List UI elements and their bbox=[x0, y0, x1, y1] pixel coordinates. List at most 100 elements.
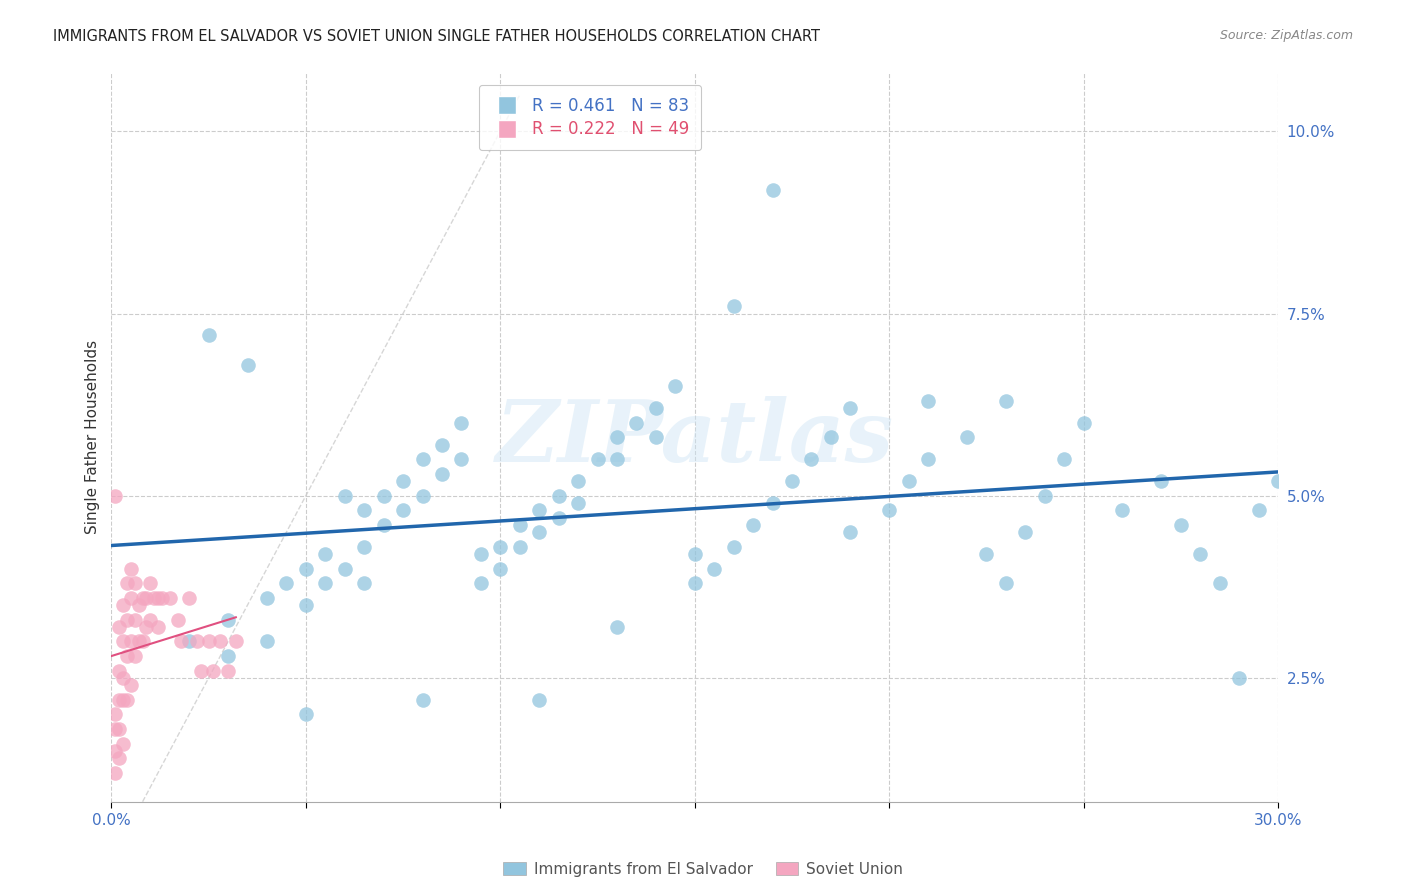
Y-axis label: Single Father Households: Single Father Households bbox=[86, 341, 100, 534]
Point bbox=[1209, 576, 1232, 591]
Point bbox=[412, 452, 434, 467]
Point bbox=[470, 547, 492, 561]
Point bbox=[104, 765, 127, 780]
Point bbox=[112, 598, 135, 612]
Point bbox=[509, 540, 531, 554]
Point bbox=[723, 299, 745, 313]
Point bbox=[1033, 489, 1056, 503]
Point bbox=[139, 576, 162, 591]
Point bbox=[1053, 452, 1076, 467]
Legend: Immigrants from El Salvador, Soviet Union: Immigrants from El Salvador, Soviet Unio… bbox=[495, 854, 911, 884]
Point bbox=[112, 737, 135, 751]
Point bbox=[644, 430, 666, 444]
Point bbox=[314, 576, 336, 591]
Point bbox=[917, 452, 939, 467]
Point bbox=[146, 620, 169, 634]
Point bbox=[664, 379, 686, 393]
Point bbox=[1267, 474, 1289, 488]
Point bbox=[353, 540, 375, 554]
Point bbox=[146, 591, 169, 605]
Point bbox=[276, 576, 298, 591]
Point bbox=[131, 634, 153, 648]
Point bbox=[800, 452, 823, 467]
Point bbox=[128, 634, 150, 648]
Point bbox=[115, 693, 138, 707]
Point bbox=[567, 496, 589, 510]
Point bbox=[108, 751, 131, 765]
Point bbox=[197, 634, 219, 648]
Point bbox=[128, 598, 150, 612]
Point bbox=[150, 591, 173, 605]
Point bbox=[839, 401, 862, 416]
Point bbox=[820, 430, 842, 444]
Point bbox=[170, 634, 193, 648]
Point bbox=[143, 591, 166, 605]
Text: Source: ZipAtlas.com: Source: ZipAtlas.com bbox=[1219, 29, 1353, 42]
Point bbox=[353, 576, 375, 591]
Point bbox=[412, 693, 434, 707]
Point bbox=[225, 634, 247, 648]
Point bbox=[209, 634, 232, 648]
Point bbox=[527, 525, 550, 540]
Point bbox=[135, 620, 157, 634]
Point bbox=[509, 517, 531, 532]
Point bbox=[120, 591, 142, 605]
Point bbox=[256, 591, 278, 605]
Point bbox=[606, 620, 628, 634]
Point bbox=[489, 540, 512, 554]
Point bbox=[353, 503, 375, 517]
Point bbox=[450, 452, 472, 467]
Point bbox=[1014, 525, 1036, 540]
Point bbox=[333, 561, 356, 575]
Point bbox=[1189, 547, 1212, 561]
Point bbox=[994, 576, 1017, 591]
Point bbox=[115, 613, 138, 627]
Point bbox=[586, 452, 609, 467]
Point bbox=[108, 722, 131, 736]
Point bbox=[683, 547, 706, 561]
Point bbox=[139, 613, 162, 627]
Point bbox=[104, 722, 127, 736]
Point bbox=[108, 693, 131, 707]
Point bbox=[131, 591, 153, 605]
Point bbox=[112, 634, 135, 648]
Point bbox=[703, 561, 725, 575]
Point bbox=[547, 510, 569, 524]
Point bbox=[159, 591, 181, 605]
Point bbox=[124, 576, 146, 591]
Point bbox=[392, 474, 415, 488]
Point bbox=[877, 503, 900, 517]
Point bbox=[644, 401, 666, 416]
Point bbox=[1150, 474, 1173, 488]
Point bbox=[104, 744, 127, 758]
Point bbox=[295, 561, 318, 575]
Point bbox=[1073, 416, 1095, 430]
Point bbox=[839, 525, 862, 540]
Point bbox=[295, 707, 318, 722]
Point bbox=[373, 517, 395, 532]
Point bbox=[197, 328, 219, 343]
Point bbox=[120, 678, 142, 692]
Point bbox=[112, 693, 135, 707]
Point bbox=[547, 489, 569, 503]
Point bbox=[527, 503, 550, 517]
Point bbox=[217, 648, 239, 663]
Point bbox=[333, 489, 356, 503]
Point bbox=[430, 438, 453, 452]
Point bbox=[314, 547, 336, 561]
Point bbox=[166, 613, 188, 627]
Point bbox=[190, 664, 212, 678]
Point bbox=[626, 416, 648, 430]
Point bbox=[450, 416, 472, 430]
Point bbox=[742, 517, 765, 532]
Text: ZIPatlas: ZIPatlas bbox=[496, 396, 894, 479]
Point bbox=[201, 664, 224, 678]
Text: IMMIGRANTS FROM EL SALVADOR VS SOVIET UNION SINGLE FATHER HOUSEHOLDS CORRELATION: IMMIGRANTS FROM EL SALVADOR VS SOVIET UN… bbox=[53, 29, 821, 44]
Legend: R = 0.461   N = 83, R = 0.222   N = 49: R = 0.461 N = 83, R = 0.222 N = 49 bbox=[478, 85, 700, 150]
Point bbox=[761, 496, 783, 510]
Point bbox=[1227, 671, 1250, 685]
Point bbox=[606, 430, 628, 444]
Point bbox=[489, 561, 512, 575]
Point bbox=[683, 576, 706, 591]
Point bbox=[135, 591, 157, 605]
